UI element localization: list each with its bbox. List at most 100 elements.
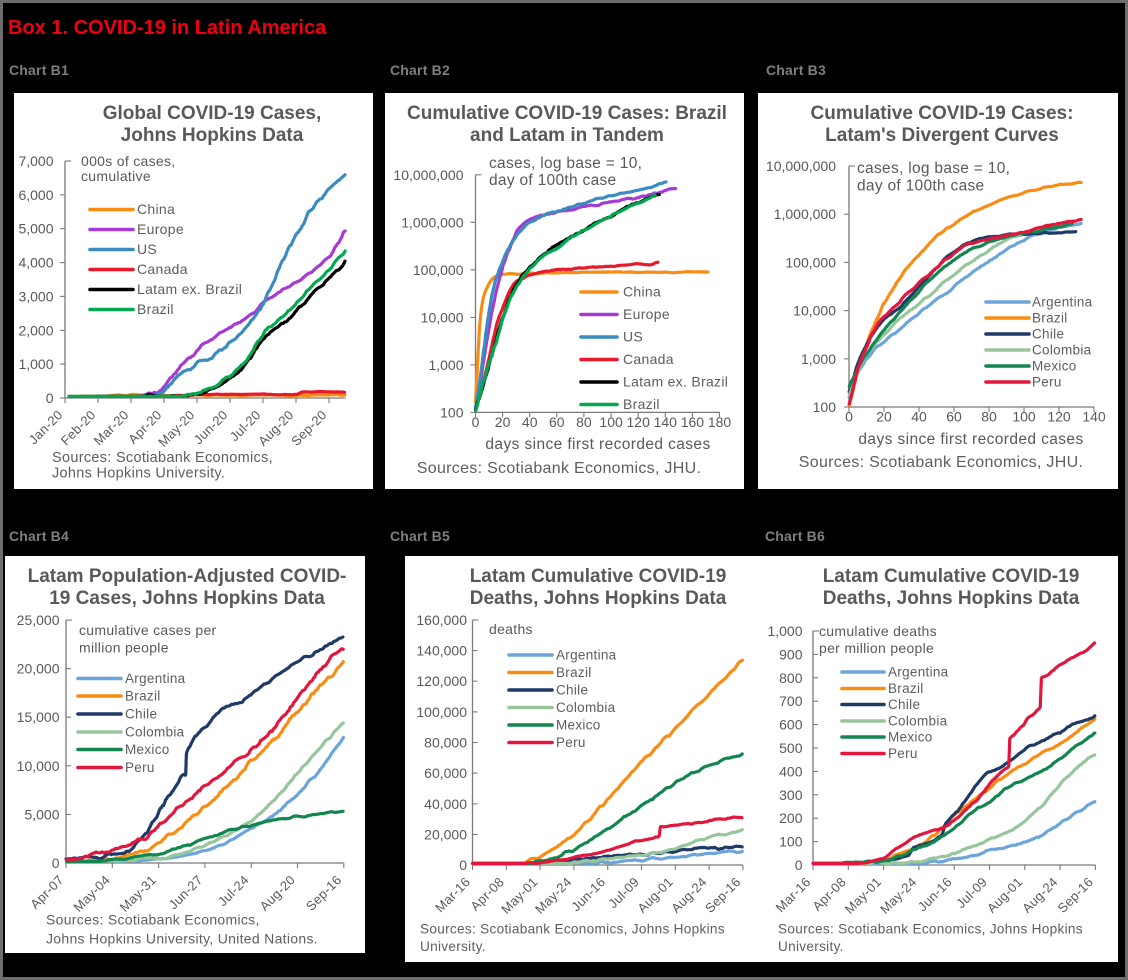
svg-text:Colombia: Colombia (125, 725, 185, 740)
svg-text:Deaths, Johns Hopkins Data: Deaths, Johns Hopkins Data (470, 588, 727, 609)
svg-text:Cumulative COVID-19 Cases: Bra: Cumulative COVID-19 Cases: Brazil (407, 103, 727, 124)
svg-text:Aug-01: Aug-01 (634, 874, 676, 916)
svg-text:0: 0 (46, 390, 54, 406)
svg-text:Sep-16: Sep-16 (303, 872, 345, 914)
svg-text:May-24: May-24 (877, 874, 920, 917)
svg-text:Jul-24: Jul-24 (215, 872, 252, 909)
svg-text:10,000,000: 10,000,000 (766, 158, 836, 174)
svg-text:60: 60 (549, 414, 565, 430)
svg-text:May-01: May-01 (842, 874, 885, 917)
svg-text:Mexico: Mexico (556, 718, 601, 733)
svg-text:Europe: Europe (137, 221, 184, 237)
svg-text:Mexico: Mexico (1032, 359, 1077, 374)
svg-text:Cumulative COVID-19 Cases:: Cumulative COVID-19 Cases: (811, 103, 1074, 124)
svg-text:20,000: 20,000 (17, 661, 60, 677)
svg-text:40: 40 (522, 414, 538, 430)
svg-text:per million people: per million people (819, 640, 934, 656)
svg-text:Brazil: Brazil (125, 689, 161, 704)
svg-text:days since first recorded case: days since first recorded cases (485, 436, 710, 453)
svg-text:Sources: Scotiabank Economics,: Sources: Scotiabank Economics, (46, 912, 260, 928)
svg-text:Chile: Chile (1032, 327, 1064, 342)
svg-text:Brazil: Brazil (623, 396, 660, 412)
svg-text:May-20: May-20 (155, 407, 198, 450)
svg-text:Chile: Chile (888, 697, 920, 712)
svg-text:0: 0 (459, 857, 467, 873)
svg-text:Sep-16: Sep-16 (1054, 874, 1096, 916)
svg-text:120,000: 120,000 (416, 673, 467, 689)
svg-text:80,000: 80,000 (424, 735, 467, 751)
svg-text:Mexico: Mexico (888, 730, 933, 745)
svg-text:5,000: 5,000 (18, 221, 53, 237)
svg-text:Brazil: Brazil (888, 681, 924, 696)
svg-text:Sep-20: Sep-20 (288, 407, 330, 449)
svg-text:140: 140 (654, 414, 678, 430)
svg-text:2,000: 2,000 (18, 322, 53, 338)
svg-text:Latam ex. Brazil: Latam ex. Brazil (137, 281, 242, 297)
svg-text:60: 60 (946, 409, 962, 425)
svg-text:Colombia: Colombia (556, 700, 616, 715)
svg-text:Mar-16: Mar-16 (773, 874, 814, 915)
svg-text:and Latam in Tandem: and Latam in Tandem (470, 125, 664, 146)
svg-text:1,000,000: 1,000,000 (401, 214, 463, 230)
svg-text:Latam Cumulative COVID-19: Latam Cumulative COVID-19 (823, 566, 1080, 587)
svg-text:Brazil: Brazil (556, 665, 592, 680)
svg-text:1,000: 1,000 (18, 356, 53, 372)
svg-text:US: US (137, 241, 157, 257)
svg-text:Peru: Peru (125, 760, 155, 775)
svg-text:160: 160 (681, 414, 705, 430)
svg-text:Feb-20: Feb-20 (58, 407, 99, 448)
svg-text:100: 100 (813, 399, 837, 415)
svg-text:10,000,000: 10,000,000 (393, 167, 463, 183)
svg-text:500: 500 (779, 740, 803, 756)
svg-text:0: 0 (472, 414, 480, 430)
svg-text:Mexico: Mexico (125, 742, 170, 757)
svg-text:100: 100 (599, 414, 623, 430)
svg-text:Sep-16: Sep-16 (702, 874, 744, 916)
svg-text:40: 40 (911, 409, 927, 425)
svg-text:Brazil: Brazil (1032, 311, 1068, 326)
svg-text:Sources: Scotiabank Economics,: Sources: Scotiabank Economics, JHU. (799, 454, 1083, 471)
svg-text:20,000: 20,000 (424, 826, 467, 842)
svg-text:140: 140 (1082, 409, 1106, 425)
svg-text:100,000: 100,000 (416, 704, 467, 720)
svg-text:Deaths, Johns Hopkins Data: Deaths, Johns Hopkins Data (823, 588, 1080, 609)
svg-text:80: 80 (576, 414, 592, 430)
svg-text:Mar-20: Mar-20 (91, 407, 132, 448)
svg-text:Canada: Canada (623, 351, 674, 367)
svg-text:Europe: Europe (623, 306, 670, 322)
svg-text:1,000,000: 1,000,000 (774, 206, 836, 222)
svg-text:China: China (137, 201, 175, 217)
svg-text:1,000: 1,000 (801, 351, 836, 367)
svg-text:19 Cases, Johns Hopkins Data: 19 Cases, Johns Hopkins Data (49, 588, 325, 609)
svg-text:Canada: Canada (137, 261, 188, 277)
svg-text:Jan-20: Jan-20 (26, 407, 66, 447)
svg-text:May-04: May-04 (70, 872, 113, 915)
svg-text:1,000: 1,000 (767, 623, 802, 639)
svg-text:US: US (623, 329, 643, 345)
svg-text:days since first recorded case: days since first recorded cases (858, 431, 1083, 448)
svg-text:Jun-27: Jun-27 (166, 872, 206, 912)
svg-text:day of 100th case: day of 100th case (857, 178, 984, 195)
svg-text:0: 0 (52, 855, 60, 871)
svg-text:7,000: 7,000 (18, 153, 53, 169)
svg-text:3,000: 3,000 (18, 288, 53, 304)
svg-text:100,000: 100,000 (413, 262, 464, 278)
svg-text:5,000: 5,000 (24, 806, 59, 822)
svg-text:cases, log base = 10,: cases, log base = 10, (489, 155, 642, 172)
svg-text:May-01: May-01 (498, 874, 541, 917)
svg-text:Argentina: Argentina (125, 671, 186, 686)
svg-text:Johns Hopkins Data: Johns Hopkins Data (121, 125, 304, 146)
svg-text:40,000: 40,000 (424, 796, 467, 812)
svg-text:0: 0 (845, 409, 853, 425)
svg-text:Colombia: Colombia (888, 714, 948, 729)
svg-text:Peru: Peru (1032, 375, 1062, 390)
svg-text:cumulative deaths: cumulative deaths (819, 623, 937, 639)
svg-text:Aug-24: Aug-24 (1019, 874, 1061, 916)
svg-text:000s of cases,: 000s of cases, (81, 153, 175, 169)
svg-text:Latam's Divergent Curves: Latam's Divergent Curves (825, 125, 1059, 146)
svg-text:20: 20 (495, 414, 511, 430)
svg-text:Apr-07: Apr-07 (27, 872, 66, 911)
svg-text:Aug-20: Aug-20 (257, 872, 299, 914)
svg-text:120: 120 (1047, 409, 1071, 425)
svg-text:Jun-20: Jun-20 (191, 407, 231, 447)
